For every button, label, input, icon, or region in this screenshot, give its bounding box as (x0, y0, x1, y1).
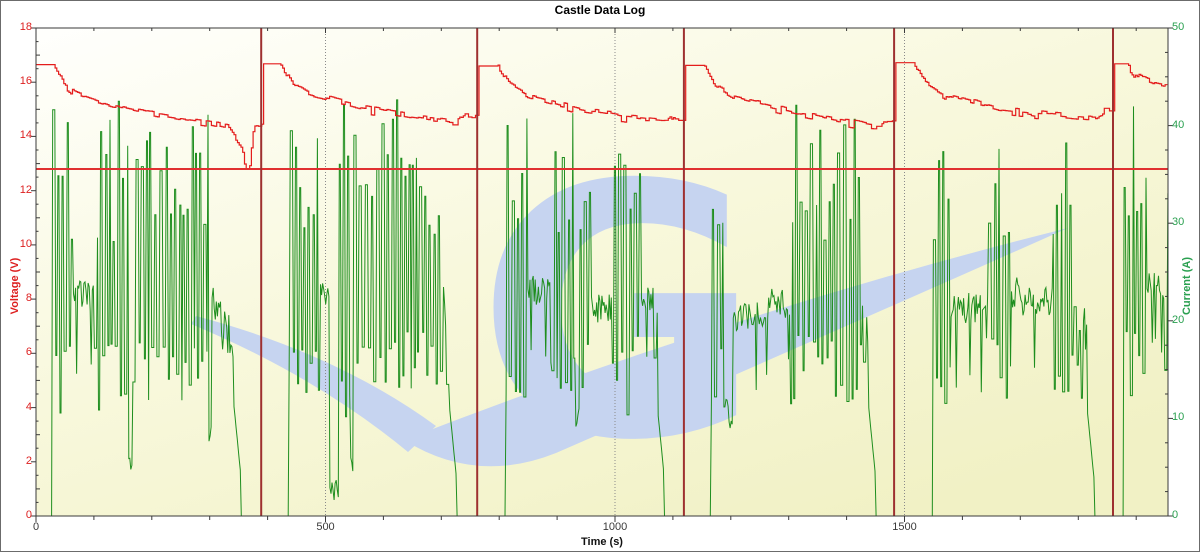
voltage-axis-tick-label: 8 (25, 292, 32, 305)
voltage-axis-tick-label: 18 (19, 21, 32, 33)
current-axis-tick-label: 0 (1172, 509, 1179, 521)
voltage-axis-tick-label: 0 (25, 509, 32, 521)
chart-title: Castle Data Log (554, 3, 646, 17)
time-axis-tick-label: 1000 (602, 521, 628, 533)
current-axis-tick-label: 10 (1172, 411, 1185, 424)
time-axis-tick-label: 1500 (892, 521, 917, 533)
current-axis-tick-label: 20 (1172, 313, 1185, 326)
voltage-axis-tick-label: 16 (19, 75, 32, 88)
voltage-axis-tick-label: 10 (19, 237, 32, 250)
time-axis-title: Time (s) (581, 536, 623, 548)
current-axis-tick-label: 40 (1172, 118, 1185, 131)
voltage-axis-tick-label: 12 (19, 183, 32, 196)
voltage-axis-tick-label: 6 (25, 346, 32, 359)
time-axis-tick-label: 500 (316, 521, 335, 533)
voltage-axis-tick-label: 4 (25, 400, 32, 413)
voltage-axis-tick-label: 2 (25, 454, 32, 467)
voltage-axis-tick-label: 14 (19, 129, 32, 142)
current-axis-tick-label: 30 (1172, 216, 1185, 229)
time-axis-tick-label: 0 (32, 521, 40, 533)
current-axis-tick-label: 50 (1172, 21, 1185, 33)
